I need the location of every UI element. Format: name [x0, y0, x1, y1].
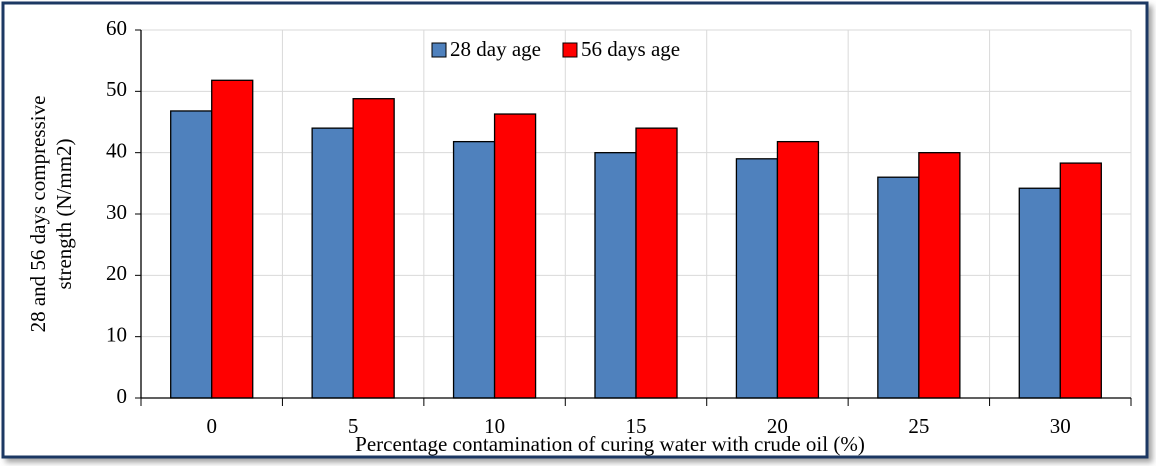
y-axis-title: strength (N/mm2) [52, 138, 76, 289]
x-tick-label: 10 [484, 414, 505, 438]
bar [311, 127, 354, 399]
y-tick-label: 10 [106, 322, 127, 346]
bar [594, 152, 637, 399]
bar [1059, 162, 1102, 399]
x-tick-label: 5 [348, 414, 359, 438]
bar [493, 113, 537, 399]
bar [352, 98, 395, 399]
x-tick-label: 0 [206, 414, 217, 438]
bar [877, 176, 920, 399]
y-tick-label: 50 [106, 77, 127, 101]
y-tick-label: 30 [106, 200, 127, 224]
legend-swatch [562, 42, 578, 58]
bar [776, 140, 820, 399]
legend-label: 28 day age [450, 37, 541, 61]
y-tick-label: 20 [106, 261, 127, 285]
bar [211, 79, 254, 399]
y-tick-label: 0 [117, 384, 128, 408]
y-axis-title: 28 and 56 days compressive [26, 96, 50, 333]
bar [170, 110, 213, 399]
y-tick-label: 40 [106, 138, 127, 162]
x-tick-label: 20 [767, 414, 788, 438]
legend-swatch [431, 42, 447, 58]
x-tick-label: 30 [1050, 414, 1071, 438]
bar [452, 140, 496, 399]
x-tick-label: 15 [626, 414, 647, 438]
legend-label: 56 days age [581, 37, 680, 61]
x-axis-title: Percentage contamination of curing water… [355, 432, 865, 456]
bar [635, 127, 678, 399]
y-tick-label: 60 [106, 16, 127, 40]
bar [918, 152, 961, 399]
bar [735, 158, 779, 399]
bar [1018, 187, 1061, 399]
x-tick-label: 25 [908, 414, 929, 438]
